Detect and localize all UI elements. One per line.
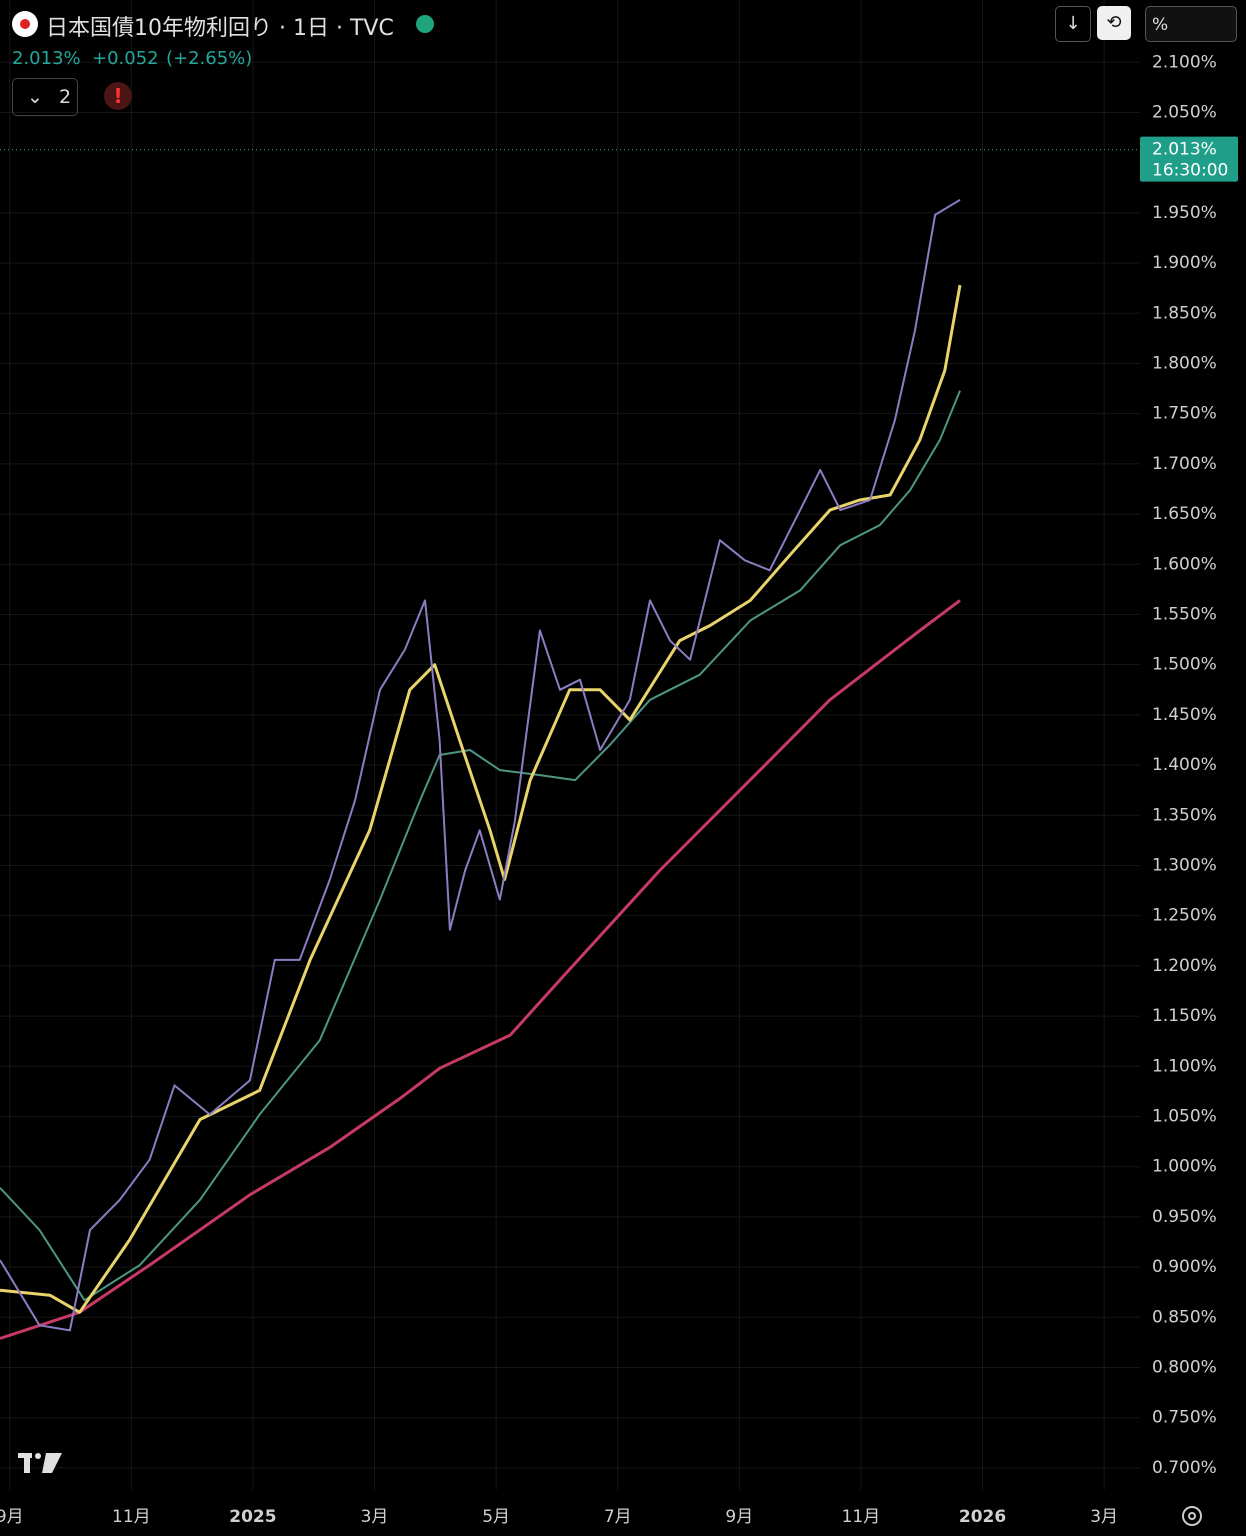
x-tick-label: 7月	[604, 1507, 632, 1527]
flag-dot	[20, 19, 30, 29]
y-tick-label: 1.750%	[1152, 404, 1217, 424]
grid	[0, 0, 1140, 1490]
x-tick-label: 9月	[0, 1507, 24, 1527]
alert-icon[interactable]: !	[104, 82, 132, 110]
gear-hub[interactable]	[1188, 1512, 1196, 1520]
x-tick-label: 11月	[842, 1507, 881, 1527]
y-tick-label: 1.400%	[1152, 755, 1217, 775]
market-status	[416, 15, 434, 33]
indicators-toggle[interactable]: ⌄ 2	[12, 78, 78, 116]
y-tick-label: 1.100%	[1152, 1056, 1217, 1076]
indicator-count[interactable]: 2	[59, 86, 72, 108]
y-tick-label: 0.700%	[1152, 1458, 1217, 1478]
y-tick-label: 1.850%	[1152, 303, 1217, 323]
y-tick-label: 1.250%	[1152, 906, 1217, 926]
change: +0.052	[92, 48, 159, 69]
last-price-tag	[1140, 136, 1238, 182]
y-tick-label: 1.450%	[1152, 705, 1217, 725]
y-tick-label: 1.700%	[1152, 454, 1217, 474]
last-price: 2.013%	[12, 48, 81, 69]
logo-part	[42, 1453, 62, 1473]
axes: 0.700% 0.750% 0.800% 0.850% 0.900% 0.950% 1.00…	[0, 52, 1238, 1527]
scroll-button[interactable]: ↓	[1055, 6, 1091, 42]
x-tick-label: 2026	[959, 1507, 1006, 1527]
y-tick-label: 1.550%	[1152, 604, 1217, 624]
y-tick-label: 1.600%	[1152, 554, 1217, 574]
y-tick-label: 0.800%	[1152, 1358, 1217, 1378]
y-tick-label: 1.500%	[1152, 655, 1217, 675]
ma-line	[0, 284, 962, 1314]
y-tick-label: 1.350%	[1152, 805, 1217, 825]
y-tick-label: 2.050%	[1152, 102, 1217, 122]
y-tick-label: 1.650%	[1152, 504, 1217, 524]
y-tick-label: 0.900%	[1152, 1257, 1217, 1277]
y-tick-label: 2.100%	[1152, 52, 1217, 72]
ma-line	[0, 198, 961, 1332]
y-tick-label: 0.950%	[1152, 1207, 1217, 1227]
change-pct: (+2.65%)	[166, 48, 253, 69]
x-tick-label: 11月	[112, 1507, 151, 1527]
ma-line	[0, 390, 961, 1302]
y-tick-label: 1.200%	[1152, 956, 1217, 976]
x-tick-label: 2025	[229, 1507, 276, 1527]
logo-part	[35, 1453, 41, 1459]
logo-part	[24, 1453, 30, 1473]
x-tick-label: 3月	[1090, 1507, 1118, 1527]
last-price-label: 2.013%	[1152, 140, 1217, 160]
auto-button[interactable]: ⟲	[1097, 6, 1131, 40]
y-tick-label: 1.800%	[1152, 353, 1217, 373]
x-tick-label: 9月	[725, 1507, 753, 1527]
y-tick-label: 0.850%	[1152, 1307, 1217, 1327]
ma-line	[0, 599, 961, 1340]
y-tick-label: 1.900%	[1152, 253, 1217, 273]
y-tick-label: 1.000%	[1152, 1157, 1217, 1177]
y-tick-label: 1.950%	[1152, 203, 1217, 223]
y-tick-label: 1.300%	[1152, 855, 1217, 875]
settings-icon[interactable]	[1182, 1506, 1202, 1526]
x-tick-label: 5月	[482, 1507, 510, 1527]
x-tick-label: 3月	[361, 1507, 389, 1527]
last-price-time: 16:30:00	[1152, 161, 1228, 181]
flag	[12, 11, 38, 37]
y-tick-label: 1.050%	[1152, 1106, 1217, 1126]
y-tick-label: 0.750%	[1152, 1408, 1217, 1428]
unit-button[interactable]: %	[1145, 6, 1237, 42]
symbol-title: 日本国債10年物利回り · 1日 · TVC	[46, 16, 394, 41]
tv-logo	[18, 1453, 62, 1473]
y-tick-label: 1.150%	[1152, 1006, 1217, 1026]
lines	[0, 149, 1140, 1340]
gear[interactable]	[1182, 1506, 1202, 1526]
